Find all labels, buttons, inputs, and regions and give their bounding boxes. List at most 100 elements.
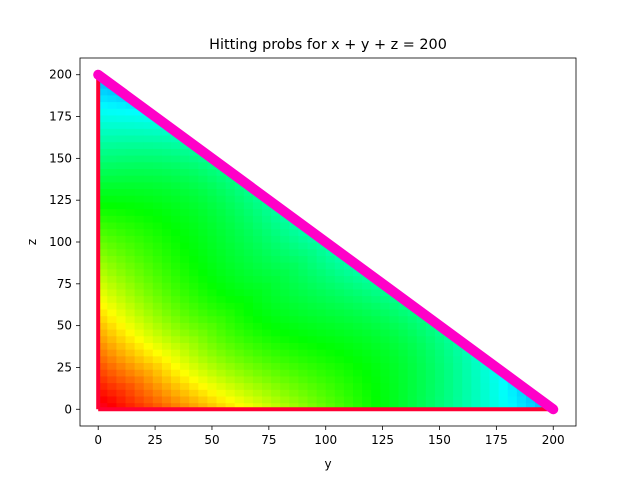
heat-cell: [125, 128, 136, 136]
heat-cell: [161, 201, 172, 210]
heat-cell: [180, 161, 190, 169]
heat-cell: [307, 389, 318, 397]
heat-cell: [243, 389, 254, 397]
y-tick-label: 50: [57, 319, 72, 333]
heat-cell: [425, 335, 436, 343]
heat-cell: [325, 389, 336, 397]
heat-cell: [252, 395, 263, 404]
heat-cell: [216, 248, 227, 256]
heat-cell: [407, 375, 418, 384]
heat-cell: [180, 302, 190, 310]
heat-cell: [243, 342, 254, 350]
heat-cell: [471, 395, 482, 404]
heat-cell: [371, 342, 381, 350]
heat-cell: [234, 342, 245, 350]
heat-cell: [116, 262, 127, 270]
heat-cell: [161, 402, 172, 410]
heat-cell: [407, 382, 418, 390]
heat-cell: [171, 382, 181, 390]
heat-cell: [334, 295, 345, 303]
heat-cell: [362, 322, 372, 330]
heat-cell: [125, 369, 136, 377]
heat-cell: [271, 375, 281, 384]
heat-cell: [180, 369, 190, 377]
heat-cell: [107, 155, 118, 163]
heat-cell: [271, 208, 281, 216]
heat-cell: [271, 275, 281, 283]
heat-cell: [298, 228, 309, 236]
heat-cell: [198, 369, 209, 377]
heat-cell: [252, 342, 263, 350]
heat-cell: [98, 108, 108, 116]
heat-cell: [407, 369, 418, 377]
heat-cell: [143, 208, 154, 216]
heat-cell: [152, 282, 163, 290]
heat-cell: [198, 355, 209, 364]
heat-cell: [416, 342, 427, 350]
heat-cell: [216, 201, 227, 210]
heat-cell: [252, 302, 263, 310]
heat-cell: [198, 308, 209, 317]
heat-cell: [362, 362, 372, 370]
heat-cell: [262, 221, 272, 230]
heat-cell: [107, 342, 118, 350]
heat-cell: [161, 355, 172, 364]
heat-cell: [289, 335, 300, 343]
heat-cell: [107, 101, 118, 109]
heat-cell: [407, 389, 418, 397]
heat-cell: [116, 355, 127, 364]
heat-cell: [271, 349, 281, 357]
heat-cell: [225, 255, 236, 263]
heat-cell: [116, 242, 127, 250]
heat-cell: [161, 302, 172, 310]
heat-cell: [116, 141, 127, 149]
heat-cell: [98, 282, 108, 290]
heat-cell: [116, 108, 127, 116]
heat-cell: [243, 268, 254, 277]
heat-cell: [225, 395, 236, 404]
heat-cell: [298, 375, 309, 384]
heat-cell: [134, 121, 145, 129]
heat-cell: [280, 275, 290, 283]
heat-cell: [289, 275, 300, 283]
heat-cell: [380, 308, 391, 317]
heat-cell: [171, 268, 181, 277]
heat-cell: [234, 195, 245, 203]
heat-cell: [171, 235, 181, 243]
heat-cell: [134, 148, 145, 156]
heat-cell: [325, 402, 336, 410]
heat-cell: [161, 248, 172, 256]
heat-cell: [343, 288, 354, 297]
heat-cell: [143, 141, 154, 149]
heat-cell: [198, 389, 209, 397]
heat-cell: [107, 201, 118, 210]
heat-cell: [252, 349, 263, 357]
heat-cell: [371, 315, 381, 323]
heat-cell: [152, 201, 163, 210]
heat-cell: [380, 335, 391, 343]
heat-cell: [171, 342, 181, 350]
heat-cell: [407, 328, 418, 337]
heat-cell: [262, 215, 272, 223]
heat-cell: [280, 255, 290, 263]
heat-cell: [125, 121, 136, 129]
heat-cell: [180, 282, 190, 290]
heat-cell: [289, 242, 300, 250]
heat-cell: [489, 395, 500, 404]
heat-cell: [471, 362, 482, 370]
heat-cell: [180, 181, 190, 190]
heat-cell: [125, 148, 136, 156]
heat-cell: [262, 262, 272, 270]
heat-cell: [298, 328, 309, 337]
heat-cell: [98, 161, 108, 169]
heat-cell: [207, 362, 218, 370]
heat-cell: [125, 395, 136, 404]
heat-cell: [107, 308, 118, 317]
heat-cell: [134, 188, 145, 196]
heat-cell: [271, 355, 281, 364]
heat-cell: [207, 342, 218, 350]
heat-cell: [107, 228, 118, 236]
heat-cell: [134, 395, 145, 404]
heat-cell: [98, 114, 108, 123]
heat-cell: [507, 395, 518, 404]
